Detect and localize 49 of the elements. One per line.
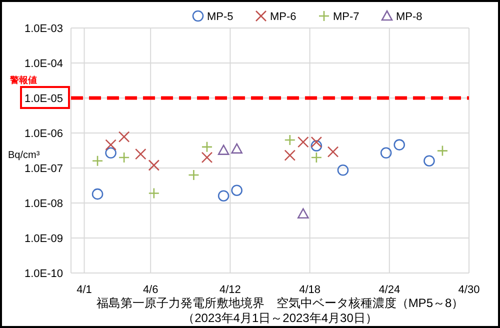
point: [118, 152, 130, 164]
point: [298, 208, 309, 218]
point: [327, 146, 339, 158]
x-tick-label: 4/24: [378, 284, 400, 296]
point: [218, 144, 230, 155]
point: [436, 145, 448, 156]
point: [231, 143, 242, 154]
y-axis-title: Bq/cm³: [8, 150, 40, 161]
point: [148, 160, 160, 171]
ref-line-label: 警報値: [9, 75, 37, 85]
point: [92, 155, 104, 167]
point: [394, 139, 405, 150]
legend-label: MP-8: [396, 11, 422, 23]
x-tick-label: 4/1: [76, 284, 92, 296]
y-tick-label: 1.0E-03: [24, 23, 63, 35]
point: [148, 188, 160, 199]
point: [310, 152, 322, 164]
y-tick-label: 1.0E-07: [24, 163, 63, 175]
point: [105, 139, 116, 150]
x-tick-label: 4/12: [219, 284, 241, 296]
y-tick-label: 1.0E-06: [24, 128, 63, 140]
text: （2023年4月1日～2023年4月30日）: [182, 311, 378, 325]
point: [284, 134, 296, 146]
point: [218, 190, 230, 202]
point: [337, 164, 349, 176]
x-tick-label: 4/30: [458, 284, 480, 296]
point: [201, 152, 213, 164]
y-tick-label: 1.0E-08: [24, 198, 63, 210]
point: [231, 184, 242, 196]
legend-label: MP-7: [333, 11, 360, 23]
point: [188, 169, 200, 181]
point: [92, 188, 104, 200]
point: [380, 147, 392, 159]
point: [105, 147, 116, 159]
y-tick-label: 1.0E-04: [24, 58, 63, 70]
x-tick-label: 4/18: [299, 284, 321, 296]
point: [135, 148, 146, 160]
point: [201, 141, 213, 153]
point: [310, 140, 322, 152]
x-tick-label: 4/6: [142, 284, 158, 296]
y-tick-label: 1.0E-09: [24, 233, 63, 245]
legend-label: MP-5: [207, 11, 234, 23]
y-tick-label: 1.0E-05: [24, 93, 63, 105]
legend-label: MP-6: [270, 11, 296, 23]
point: [424, 155, 435, 167]
y-tick-label: 1.0E-10: [24, 268, 63, 280]
point: [118, 131, 130, 142]
point: [284, 150, 296, 161]
x-axis-title: 福島第一原子力発電所敷地境界 空気中ベータ核種濃度（MP5～8）: [96, 296, 464, 310]
